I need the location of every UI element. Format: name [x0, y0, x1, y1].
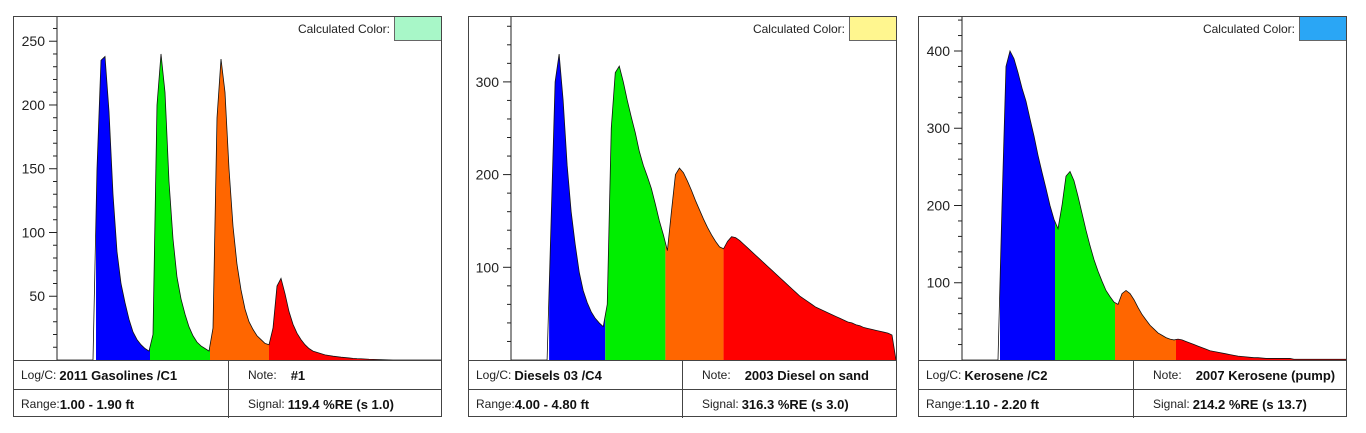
info-row: Log/C: Kerosene /C2 Note: 2007 Kerosene (p…	[919, 361, 1346, 390]
chromatogram-plot: 50 100 150 200 250	[22, 17, 441, 360]
calculated-color-swatch	[849, 17, 896, 41]
note-value: 2003 Diesel on sand	[744, 367, 869, 383]
range-cell: Range: 4.00 - 4.80 ft	[469, 390, 683, 418]
chromatogram-plot: 100 200 300	[476, 17, 896, 360]
signal-segment-3	[1115, 290, 1176, 360]
signal-cell: Signal: 316.3 %RE (s 3.0)	[683, 390, 896, 418]
signal-label: Signal:	[248, 397, 285, 411]
note-value: 2007 Kerosene (pump)	[1195, 367, 1336, 383]
calculated-color-label: Calculated Color:	[1202, 22, 1295, 36]
calculated-color: Calculated Color:	[298, 17, 441, 41]
signal-value: 214.2 %RE (s 13.7)	[1192, 396, 1307, 412]
signal-cell: Signal: 214.2 %RE (s 13.7)	[1134, 390, 1346, 418]
range-label: Range:	[926, 397, 965, 411]
y-tick-label: 50	[29, 288, 45, 304]
y-tick-label: 100	[22, 224, 46, 240]
note-cell: Note: #1	[229, 361, 441, 389]
info-row: Log/C: 2011 Gasolines /C1 Note: #1	[14, 361, 441, 390]
signal-segment-4	[269, 278, 441, 360]
signal-outline	[57, 53, 441, 360]
logc-cell: Log/C: 2011 Gasolines /C1	[14, 361, 229, 389]
signal-segment-2	[1055, 171, 1115, 360]
note-label: Note:	[1153, 368, 1182, 382]
signal-segment-2	[150, 53, 210, 360]
signal-value: 316.3 %RE (s 3.0)	[741, 396, 849, 412]
signal-segment-1	[549, 54, 606, 360]
signal-label: Signal:	[1153, 397, 1190, 411]
range-value: 1.10 - 2.20 ft	[964, 396, 1040, 412]
chromatogram-plot: 100 200 300 400	[927, 17, 1346, 360]
signal-label: Signal:	[702, 397, 739, 411]
range-cell: Range: 1.10 - 2.20 ft	[919, 390, 1134, 418]
note-label: Note:	[248, 368, 277, 382]
range-value: 4.00 - 4.80 ft	[514, 396, 590, 412]
y-tick-label: 400	[927, 43, 951, 59]
logc-value: Diesels 03 /C4	[514, 367, 602, 383]
note-cell: Note: 2007 Kerosene (pump)	[1134, 361, 1346, 389]
calculated-color: Calculated Color:	[753, 17, 896, 41]
y-tick-label: 200	[927, 197, 951, 213]
signal-segment-4	[1176, 339, 1346, 360]
calculated-color-label: Calculated Color:	[297, 22, 390, 36]
signal-segment-4	[723, 236, 896, 360]
logc-value: 2011 Gasolines /C1	[59, 367, 178, 383]
signal-segment-2	[605, 66, 666, 360]
y-tick-label: 200	[476, 167, 500, 183]
y-tick-label: 150	[22, 161, 46, 177]
signal-segment-3	[665, 168, 724, 360]
signal-segment-1	[1000, 50, 1055, 360]
y-tick-label: 100	[927, 275, 951, 291]
signal-outline	[511, 54, 896, 360]
info-row: Range: 4.00 - 4.80 ft Signal: 316.3 %RE (s…	[469, 390, 896, 418]
calculated-color-label: Calculated Color:	[752, 22, 845, 36]
calculated-color: Calculated Color:	[1203, 17, 1346, 41]
logc-cell: Log/C: Diesels 03 /C4	[469, 361, 683, 389]
calculated-color-swatch	[394, 17, 441, 41]
chart-panel-gasoline: 50 100 150 200 250 Calculated Color: Log/C: 2…	[13, 16, 442, 418]
calculated-color-swatch	[1299, 17, 1346, 41]
range-value: 1.00 - 1.90 ft	[59, 396, 135, 412]
logc-label: Log/C:	[21, 368, 57, 382]
note-cell: Note: 2003 Diesel on sand	[683, 361, 896, 389]
info-table: Log/C: Diesels 03 /C4 Note: 2003 Diesel on…	[469, 360, 896, 418]
logc-label: Log/C:	[476, 368, 512, 382]
y-tick-label: 300	[927, 120, 951, 136]
y-tick-label: 100	[476, 259, 500, 275]
logc-label: Log/C:	[926, 368, 962, 382]
signal-segment-3	[210, 59, 269, 360]
logc-value: Kerosene /C2	[964, 367, 1048, 383]
y-tick-label: 300	[476, 74, 500, 90]
signal-cell: Signal: 119.4 %RE (s 1.0)	[229, 390, 441, 418]
range-cell: Range: 1.00 - 1.90 ft	[14, 390, 229, 418]
chart-panel-diesel: 100 200 300 Calculated Color: Log/C: Diesel…	[468, 16, 897, 418]
signal-segment-1	[96, 56, 150, 360]
signal-outline	[962, 49, 1346, 360]
info-table: Log/C: Kerosene /C2 Note: 2007 Kerosene (p…	[919, 360, 1346, 418]
info-table: Log/C: 2011 Gasolines /C1 Note: #1 Range: 1…	[14, 360, 441, 418]
signal-value: 119.4 %RE (s 1.0)	[287, 396, 394, 412]
y-tick-label: 250	[22, 33, 46, 49]
info-row: Range: 1.10 - 2.20 ft Signal: 214.2 %RE (s…	[919, 390, 1346, 418]
y-tick-label: 200	[22, 97, 46, 113]
note-label: Note:	[702, 368, 731, 382]
range-label: Range:	[21, 397, 60, 411]
logc-cell: Log/C: Kerosene /C2	[919, 361, 1134, 389]
note-value: #1	[290, 367, 306, 383]
info-row: Range: 1.00 - 1.90 ft Signal: 119.4 %RE (s…	[14, 390, 441, 418]
chart-panel-kerosene: 100 200 300 400 Calculated Color: Log/C: Ker…	[918, 16, 1347, 418]
range-label: Range:	[476, 397, 515, 411]
info-row: Log/C: Diesels 03 /C4 Note: 2003 Diesel on…	[469, 361, 896, 390]
